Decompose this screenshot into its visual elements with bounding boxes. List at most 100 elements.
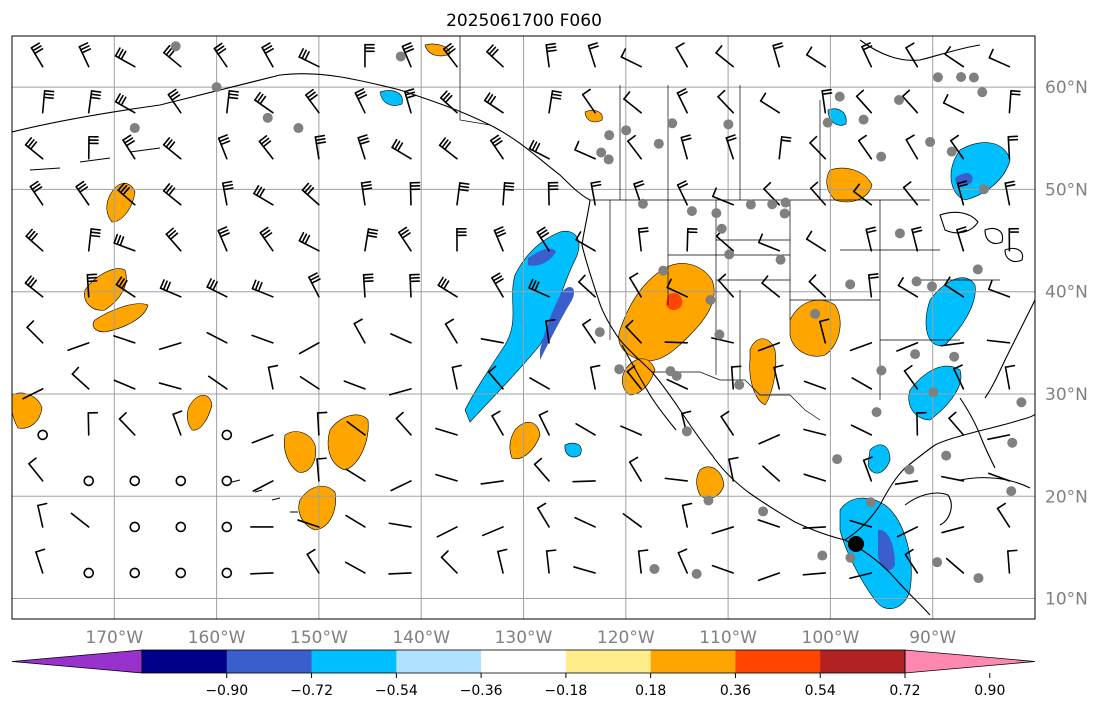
wind-barb xyxy=(809,181,827,206)
wind-barb xyxy=(867,273,879,298)
wind-barb xyxy=(536,226,550,252)
wind-barb xyxy=(686,227,698,252)
wind-barb xyxy=(852,183,873,206)
wind-barb xyxy=(574,516,596,528)
wind-barb xyxy=(986,339,1011,344)
wind-barb xyxy=(487,365,504,390)
negative-anomaly-east xyxy=(950,142,1011,201)
colorbar-segment xyxy=(650,650,736,673)
colorbar-segment xyxy=(820,650,906,673)
coastline-east xyxy=(984,299,1035,399)
wind-barb xyxy=(944,276,965,298)
wind-barb xyxy=(439,90,458,114)
coastline-west-coast xyxy=(581,199,846,541)
wind-barb xyxy=(757,342,781,352)
wind-barb xyxy=(627,134,642,160)
station-dot xyxy=(667,118,678,129)
positive-anomaly-pacific xyxy=(424,43,451,57)
wind-barb xyxy=(1007,549,1018,574)
wind-barb xyxy=(950,134,965,160)
wind-barb xyxy=(163,44,182,68)
wind-barb xyxy=(677,548,688,574)
wind-barb xyxy=(803,428,827,436)
positive-anomaly-mexico xyxy=(749,338,777,406)
station-dot xyxy=(941,450,952,461)
wind-barb xyxy=(444,318,458,344)
wind-barb xyxy=(71,366,90,390)
wind-barb xyxy=(486,44,504,68)
wind-barb xyxy=(911,226,923,252)
station-dot xyxy=(395,51,406,62)
longitude-tick-label: 110°W xyxy=(699,628,757,648)
station-dot xyxy=(686,206,697,217)
wind-barb xyxy=(395,411,412,436)
longitude-tick-label: 150°W xyxy=(290,628,348,648)
wind-barb xyxy=(345,514,366,528)
wind-barb xyxy=(308,272,321,298)
latitude-tick-label: 50°N xyxy=(1045,180,1088,200)
station-dot xyxy=(703,495,714,506)
wind-barb xyxy=(529,377,550,390)
wind-barb xyxy=(710,337,735,344)
wind-barb xyxy=(172,410,183,436)
wind-barb xyxy=(901,89,919,114)
wind-barb xyxy=(547,181,559,206)
wind-barb xyxy=(489,134,504,160)
wind-barb xyxy=(1008,89,1021,114)
wind-barb xyxy=(438,137,458,160)
wind-barb xyxy=(398,226,412,252)
coastline-cuba xyxy=(959,477,1031,489)
wind-barb xyxy=(896,526,919,538)
wind-barb xyxy=(821,88,833,114)
wind-barb xyxy=(254,91,274,114)
wind-barb xyxy=(819,318,830,344)
longitude-labels: 170°W 160°W 150°W 140°W 130°W 120°W 110°W 100°W… xyxy=(85,628,956,648)
wind-barb xyxy=(850,424,873,436)
positive-anomaly-pacific xyxy=(696,466,725,499)
wind-barb xyxy=(24,137,44,160)
wind-barb xyxy=(41,89,55,114)
border-alaska-canada xyxy=(459,36,491,126)
wind-barb xyxy=(502,182,515,206)
wind-barb xyxy=(573,566,596,574)
station-dot xyxy=(845,279,856,290)
wind-barb xyxy=(773,364,784,390)
station-dot xyxy=(745,199,756,210)
negative-anomaly-core xyxy=(528,248,556,266)
wind-barb xyxy=(114,47,136,68)
coastline-baja xyxy=(621,344,677,431)
station-dot xyxy=(724,249,735,260)
wind-barb xyxy=(25,228,44,252)
station-dot xyxy=(972,264,983,275)
wind-barb xyxy=(715,45,735,68)
wind-barbs xyxy=(22,42,1021,582)
colorbar-segment xyxy=(311,650,397,673)
map-content xyxy=(12,36,1035,619)
wind-barb xyxy=(941,475,965,482)
wind-barb xyxy=(711,564,735,574)
wind-barb xyxy=(442,42,458,68)
positive-anomaly-pacific xyxy=(186,394,213,431)
wind-barb xyxy=(167,88,182,114)
negative-anomaly-gulf xyxy=(867,444,891,474)
positive-anomaly-pacific xyxy=(509,422,541,460)
wind-barb xyxy=(623,91,642,114)
wind-barb xyxy=(664,477,688,482)
wind-barb xyxy=(251,279,274,298)
wind-barb xyxy=(297,519,320,528)
station-dot xyxy=(681,426,692,437)
wind-barb xyxy=(357,134,370,160)
wind-barb xyxy=(86,273,98,298)
wind-barb xyxy=(528,278,550,298)
wind-barb xyxy=(360,180,373,206)
wind-barb xyxy=(251,334,274,344)
station-dot xyxy=(1006,486,1017,497)
colorbar-tick-label: 0.54 xyxy=(805,683,836,699)
wind-barb xyxy=(802,526,827,529)
wind-barb xyxy=(902,181,919,206)
wind-barb xyxy=(213,42,228,68)
station-dot xyxy=(293,123,304,134)
wind-barb xyxy=(849,519,873,528)
negative-anomaly-east xyxy=(925,277,976,347)
wind-barb xyxy=(717,273,735,298)
